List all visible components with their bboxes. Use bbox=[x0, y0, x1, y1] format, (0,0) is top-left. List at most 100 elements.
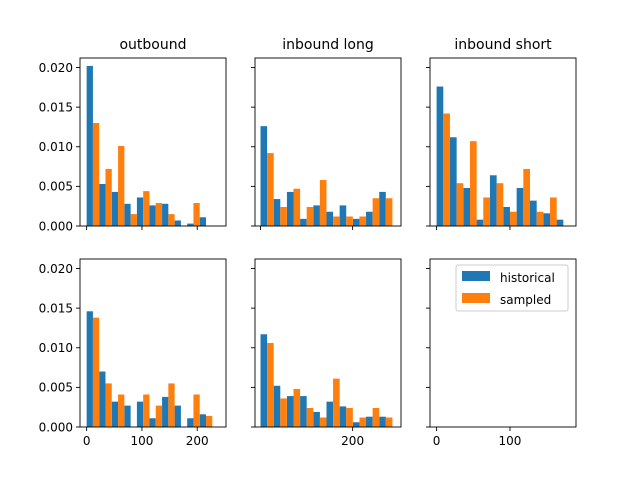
bar-historical bbox=[313, 205, 320, 226]
bar-sampled bbox=[143, 191, 150, 226]
x-tick-label: 200 bbox=[341, 434, 364, 448]
bar-historical bbox=[530, 200, 537, 226]
axes-frame bbox=[429, 258, 577, 428]
bar-sampled bbox=[92, 122, 100, 226]
bar-sampled bbox=[193, 203, 200, 226]
bar-historical bbox=[379, 416, 386, 427]
bar-historical bbox=[300, 396, 307, 427]
bar-sampled bbox=[319, 417, 327, 427]
bar-historical bbox=[273, 199, 281, 226]
bar-sampled bbox=[193, 394, 200, 427]
bar-historical bbox=[124, 405, 131, 427]
bars bbox=[436, 86, 564, 226]
bar-sampled bbox=[118, 394, 125, 427]
bar-sampled bbox=[267, 343, 274, 427]
bars bbox=[86, 311, 213, 427]
bar-sampled bbox=[359, 216, 367, 226]
bar-historical bbox=[503, 206, 510, 226]
bar-historical bbox=[313, 411, 320, 427]
bar-sampled bbox=[333, 216, 340, 226]
y-tick-label: 0.015 bbox=[39, 100, 73, 114]
bar-historical bbox=[366, 211, 373, 226]
bar-historical bbox=[326, 401, 334, 427]
panel-bottom-left: 0.000 0.005 0.010 0.015 0.020 0 100 200 bbox=[39, 258, 227, 448]
y-tick-label: 0.005 bbox=[39, 381, 73, 395]
bar-historical bbox=[149, 205, 156, 226]
bar-sampled bbox=[550, 197, 557, 226]
bar-historical bbox=[187, 223, 194, 226]
bar-sampled bbox=[496, 183, 504, 226]
bar-historical bbox=[199, 217, 207, 226]
bar-sampled bbox=[105, 168, 112, 226]
bar-historical bbox=[199, 414, 207, 427]
bar-historical bbox=[516, 187, 524, 226]
bar-historical bbox=[449, 137, 457, 226]
bar-historical bbox=[489, 175, 497, 226]
y-tick-label: 0.010 bbox=[39, 140, 73, 154]
bar-sampled bbox=[293, 188, 301, 226]
bar-sampled bbox=[143, 394, 150, 427]
bar-sampled bbox=[469, 141, 477, 226]
legend-swatch-historical bbox=[462, 271, 490, 281]
x-tick-label: 100 bbox=[499, 434, 522, 448]
bar-sampled bbox=[168, 383, 175, 427]
bar-historical bbox=[162, 396, 169, 427]
bar-sampled bbox=[118, 145, 125, 226]
bar-historical bbox=[286, 396, 294, 427]
bar-sampled bbox=[155, 405, 163, 427]
bar-sampled bbox=[130, 214, 137, 226]
legend-label-historical: historical bbox=[500, 271, 555, 285]
bar-sampled bbox=[293, 388, 301, 427]
bar-historical bbox=[162, 203, 169, 226]
bar-historical bbox=[543, 213, 551, 226]
axes-frame bbox=[254, 258, 402, 428]
bar-sampled bbox=[168, 214, 175, 226]
y-tick-label: 0.015 bbox=[39, 301, 73, 315]
bar-sampled bbox=[346, 407, 353, 427]
bar-historical bbox=[300, 218, 307, 226]
legend-label-sampled: sampled bbox=[500, 293, 551, 307]
bar-sampled bbox=[319, 180, 327, 226]
x-tick-label: 0 bbox=[83, 434, 91, 448]
bar-sampled bbox=[385, 417, 393, 427]
bar-sampled bbox=[359, 417, 367, 427]
x-tick-label: 100 bbox=[130, 434, 153, 448]
bar-historical bbox=[124, 203, 131, 226]
panel-title: outbound bbox=[119, 37, 186, 53]
bar-sampled bbox=[280, 398, 287, 427]
y-tick-label: 0.020 bbox=[39, 262, 73, 276]
bar-historical bbox=[260, 334, 268, 427]
bar-sampled bbox=[536, 211, 544, 226]
y-tick-label: 0.020 bbox=[39, 61, 73, 75]
x-tick-label: 200 bbox=[186, 434, 209, 448]
bars bbox=[260, 334, 393, 427]
bar-sampled bbox=[372, 407, 380, 427]
x-tick-label: 0 bbox=[433, 434, 441, 448]
bar-historical bbox=[436, 86, 444, 226]
bar-sampled bbox=[456, 183, 464, 226]
bar-sampled bbox=[523, 168, 530, 226]
bar-sampled bbox=[385, 198, 393, 226]
bar-historical bbox=[379, 191, 386, 226]
y-tick-label: 0.010 bbox=[39, 341, 73, 355]
panel-inbound-short: inbound short bbox=[426, 37, 577, 230]
bar-historical bbox=[352, 218, 360, 226]
bar-sampled bbox=[509, 211, 517, 226]
bar-historical bbox=[86, 311, 93, 427]
bars bbox=[86, 65, 207, 226]
axes-frame bbox=[79, 57, 227, 227]
bar-historical bbox=[99, 184, 106, 226]
axes-frame bbox=[79, 258, 227, 428]
bar-sampled bbox=[333, 378, 340, 427]
bar-historical bbox=[187, 418, 194, 427]
bar-historical bbox=[286, 191, 294, 226]
panel-outbound: outbound 0.000 0.005 0.010 0.015 0.020 bbox=[39, 37, 227, 233]
bar-sampled bbox=[372, 198, 380, 226]
bar-historical bbox=[149, 418, 156, 427]
bar-historical bbox=[174, 220, 181, 226]
y-tick-label: 0.005 bbox=[39, 180, 73, 194]
bar-sampled bbox=[267, 153, 274, 226]
bar-sampled bbox=[306, 206, 314, 226]
bar-historical bbox=[136, 401, 144, 427]
y-tick-label: 0.000 bbox=[39, 219, 73, 233]
